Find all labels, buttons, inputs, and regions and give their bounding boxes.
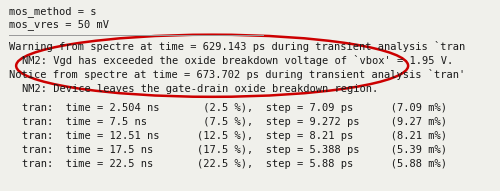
Text: NM2: Vgd has exceeded the oxide breakdown voltage of `vbox' = 1.95 V.: NM2: Vgd has exceeded the oxide breakdow… xyxy=(22,55,453,66)
Text: tran:  time = 17.5 ns       (17.5 %),  step = 5.388 ps     (5.39 m%): tran: time = 17.5 ns (17.5 %), step = 5.… xyxy=(22,145,446,155)
Text: NM2: Device leaves the gate-drain oxide breakdown region.: NM2: Device leaves the gate-drain oxide … xyxy=(22,84,378,94)
Text: Notice from spectre at time = 673.702 ps during transient analysis `tran': Notice from spectre at time = 673.702 ps… xyxy=(9,69,465,80)
Text: Warning from spectre at time = 629.143 ps during transient analysis `tran: Warning from spectre at time = 629.143 p… xyxy=(9,41,465,52)
Text: tran:  time = 7.5 ns         (7.5 %),  step = 9.272 ps     (9.27 m%): tran: time = 7.5 ns (7.5 %), step = 9.27… xyxy=(22,117,446,127)
Text: tran:  time = 2.504 ns       (2.5 %),  step = 7.09 ps      (7.09 m%): tran: time = 2.504 ns (2.5 %), step = 7.… xyxy=(22,103,446,113)
Text: tran:  time = 12.51 ns      (12.5 %),  step = 8.21 ps      (8.21 m%): tran: time = 12.51 ns (12.5 %), step = 8… xyxy=(22,131,446,141)
Text: mos_vres = 50 mV: mos_vres = 50 mV xyxy=(9,19,109,30)
Text: tran:  time = 22.5 ns       (22.5 %),  step = 5.88 ps      (5.88 m%): tran: time = 22.5 ns (22.5 %), step = 5.… xyxy=(22,159,446,169)
Text: mos_method = s: mos_method = s xyxy=(9,6,97,17)
